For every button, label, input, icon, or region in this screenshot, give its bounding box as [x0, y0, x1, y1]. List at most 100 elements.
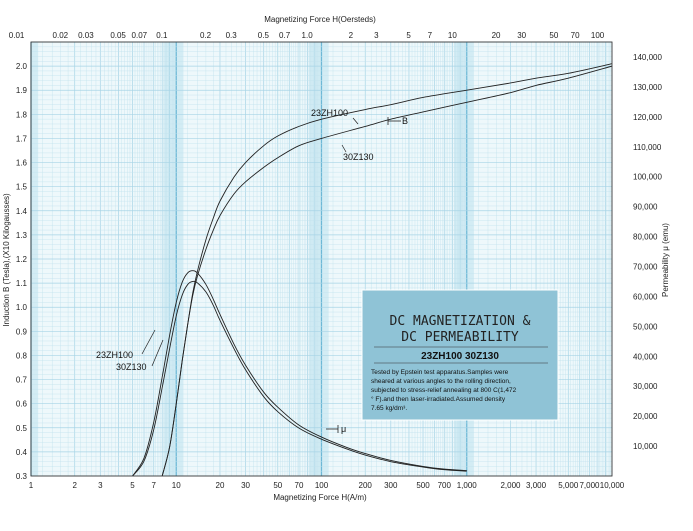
- bottom-tick-label: 5,000: [558, 481, 579, 490]
- top-tick-label: 0.7: [279, 31, 291, 40]
- leader-induction-23zh100: [352, 117, 359, 125]
- top-tick-label: 20: [492, 31, 501, 40]
- bottom-tick-label: 100: [315, 481, 329, 490]
- info-box-title-line2: DC PERMEABILITY: [401, 330, 519, 345]
- left-tick-label: 0.3: [16, 472, 28, 481]
- info-box-note-line4: ° F).and then laser-irradiated.Assumed d…: [371, 395, 506, 403]
- bottom-tick-label: 3,000: [526, 481, 547, 490]
- bottom-tick-label: 10: [172, 481, 181, 490]
- leader-permeability-23zh100: [141, 329, 156, 355]
- top-tick-label: 0.3: [226, 31, 238, 40]
- left-tick-label: 0.8: [16, 351, 28, 360]
- left-tick-label: 0.7: [16, 376, 28, 385]
- bottom-tick-labels: 1 2 3 5 7 10 20 30 50 70 100 200 300 500 700 1,000 2,000…: [29, 481, 625, 490]
- leader-induction-30z130: [341, 144, 347, 153]
- top-tick-label: 1.0: [302, 31, 314, 40]
- leader-permeability-30z130: [151, 339, 164, 367]
- bottom-tick-label: 20: [216, 481, 225, 490]
- bottom-tick-label: 10,000: [600, 481, 625, 490]
- top-tick-label: 0.02: [53, 31, 69, 40]
- left-tick-label: 1.2: [16, 255, 28, 264]
- top-tick-labels: 0.01 0.02 0.03 0.05 0.07 0.1 0.2 0.3 0.5 0.7 1.0 2 3…: [9, 31, 605, 40]
- bottom-tick-label: 1: [29, 481, 34, 490]
- right-tick-label: 30,000: [633, 382, 658, 391]
- right-tick-label: 140,000: [633, 53, 662, 62]
- info-box-background: [361, 289, 559, 421]
- top-tick-label: 0.2: [200, 31, 212, 40]
- right-tick-label: 80,000: [633, 233, 658, 242]
- arrow-induction-label: B: [402, 116, 408, 126]
- bottom-tick-label: 7: [152, 481, 157, 490]
- induction-label-23zh100: 23ZH100: [311, 108, 348, 118]
- bottom-tick-label: 200: [359, 481, 373, 490]
- left-tick-label: 0.9: [16, 327, 28, 336]
- top-tick-label: 50: [549, 31, 558, 40]
- top-tick-label: 30: [517, 31, 526, 40]
- info-box-note-line1: Tested by Epstein test apparatus.Samples…: [371, 369, 509, 376]
- info-box-grades: 23ZH100 30Z130: [421, 351, 499, 362]
- bottom-tick-label: 70: [295, 481, 304, 490]
- y-axis-title-left: Induction B (Tesla),(X10 Kilogausses): [2, 193, 11, 327]
- bottom-tick-label: 7,000: [579, 481, 600, 490]
- left-tick-label: 2.0: [16, 62, 28, 71]
- right-tick-label: 110,000: [633, 143, 662, 152]
- left-tick-label: 0.6: [16, 400, 28, 409]
- bottom-tick-label: 2,000: [500, 481, 521, 490]
- right-tick-label: 20,000: [633, 412, 658, 421]
- x-axis-title-bottom: Magnetizing Force H(A/m): [273, 493, 367, 502]
- curves: [132, 63, 612, 476]
- left-tick-label: 1.7: [16, 134, 28, 143]
- y-axis-title-right: Permeability μ (emu): [661, 223, 670, 297]
- left-tick-label: 1.0: [16, 303, 28, 312]
- left-tick-label: 0.4: [16, 448, 28, 457]
- induction-label-30z130: 30Z130: [343, 152, 374, 162]
- top-tick-label: 100: [591, 31, 605, 40]
- top-tick-label: 2: [349, 31, 354, 40]
- bottom-tick-label: 3: [98, 481, 103, 490]
- left-tick-label: 1.3: [16, 231, 28, 240]
- left-tick-label: 1.9: [16, 86, 28, 95]
- right-tick-label: 10,000: [633, 442, 658, 451]
- info-box-title-line1: DC MAGNETIZATION &: [390, 314, 531, 329]
- bottom-tick-label: 50: [273, 481, 282, 490]
- left-tick-label: 1.8: [16, 110, 28, 119]
- plot-frame: [30, 41, 613, 477]
- induction-curve-30z130: [161, 65, 612, 476]
- right-tick-label: 40,000: [633, 352, 658, 361]
- top-tick-label: 0.07: [132, 31, 148, 40]
- x-axis-title-top: Magnetizing Force H(Oersteds): [264, 15, 376, 24]
- permeability-label-30z130: 30Z130: [116, 362, 147, 372]
- arrow-induction: B: [387, 116, 408, 126]
- permeability-curve-30z130: [132, 280, 467, 476]
- top-tick-label: 0.5: [258, 31, 270, 40]
- left-tick-label: 1.4: [16, 207, 28, 216]
- info-box: DC MAGNETIZATION & DC PERMEABILITY 23ZH1…: [361, 289, 559, 421]
- top-tick-label: 0.01: [9, 31, 25, 40]
- bottom-tick-label: 30: [241, 481, 250, 490]
- top-tick-label: 0.03: [78, 31, 94, 40]
- info-box-note-line5: 7.65 kg/dm³.: [371, 405, 407, 412]
- bottom-tick-label: 300: [384, 481, 398, 490]
- right-tick-label: 120,000: [633, 113, 662, 122]
- arrow-permeability-label: μ: [341, 424, 346, 434]
- bottom-tick-label: 700: [438, 481, 452, 490]
- top-tick-label: 7: [428, 31, 433, 40]
- right-tick-label: 100,000: [633, 173, 662, 182]
- right-tick-label: 70,000: [633, 262, 658, 271]
- top-tick-label: 3: [374, 31, 379, 40]
- right-tick-label: 60,000: [633, 292, 658, 301]
- info-box-note-line3: subjected to stress-relief annealing at …: [371, 387, 517, 394]
- bottom-tick-label: 1,000: [457, 481, 478, 490]
- top-tick-label: 10: [448, 31, 457, 40]
- bottom-tick-label: 5: [130, 481, 135, 490]
- top-tick-label: 0.05: [110, 31, 126, 40]
- right-tick-label: 90,000: [633, 203, 658, 212]
- left-tick-labels: 0.3 0.4 0.5 0.6 0.7 0.8 0.9 1.0 1.1 1.2 1.3 1.4 1.5 1…: [16, 62, 28, 481]
- permeability-label-23zh100: 23ZH100: [96, 350, 133, 360]
- bottom-tick-label: 500: [416, 481, 430, 490]
- bottom-tick-label: 2: [72, 481, 77, 490]
- right-tick-label: 50,000: [633, 322, 658, 331]
- right-tick-label: 130,000: [633, 83, 662, 92]
- top-tick-label: 5: [406, 31, 411, 40]
